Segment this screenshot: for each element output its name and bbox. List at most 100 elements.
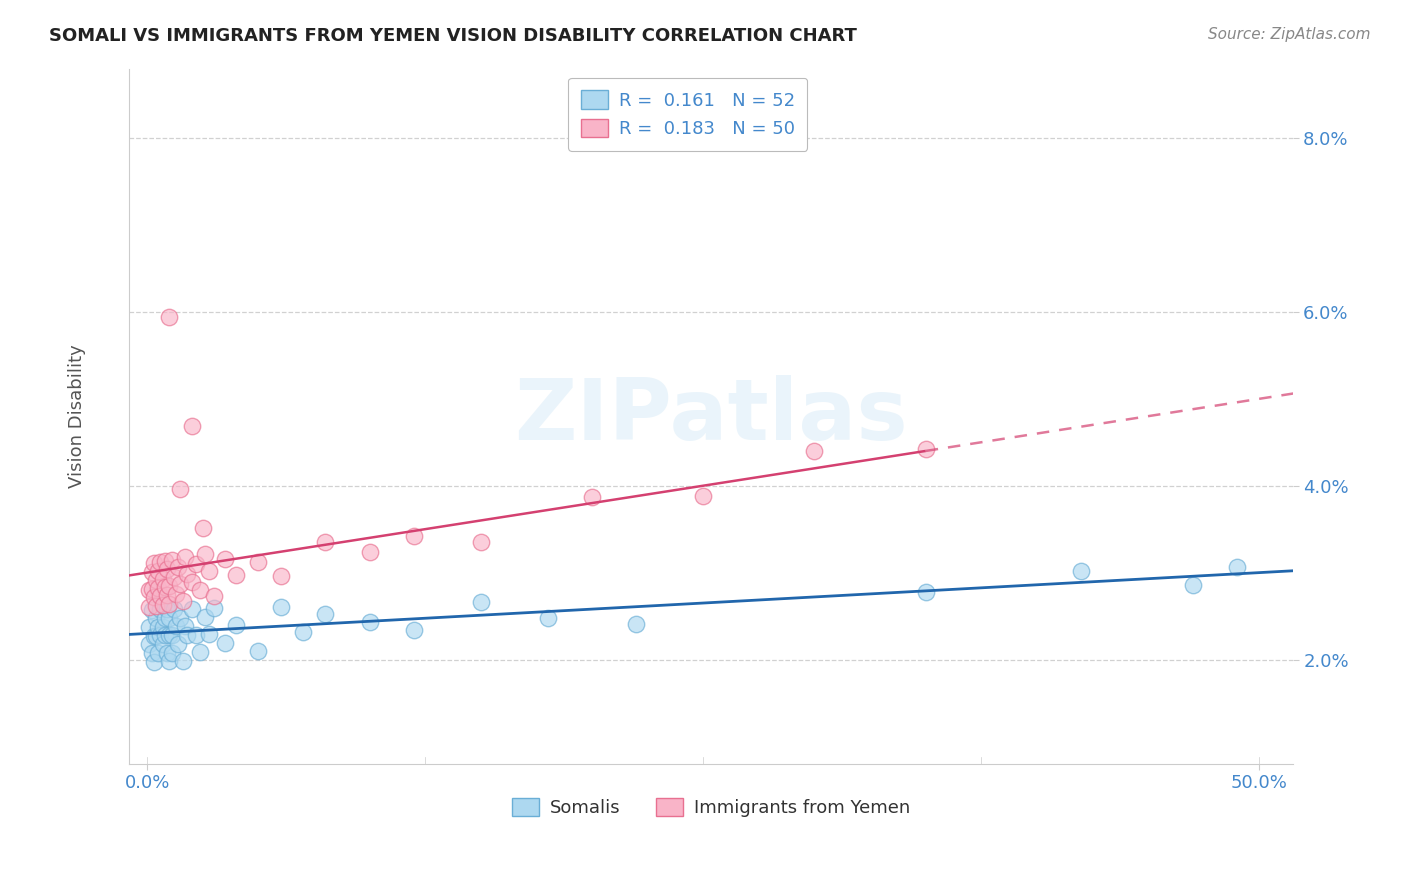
Point bbox=[141, 646, 163, 660]
Point bbox=[190, 582, 212, 597]
Point bbox=[148, 564, 170, 578]
Point bbox=[148, 646, 170, 660]
Point bbox=[174, 619, 197, 633]
Point bbox=[145, 629, 167, 643]
Point bbox=[152, 620, 174, 634]
Point bbox=[148, 620, 170, 634]
Point bbox=[1181, 578, 1204, 592]
Point bbox=[214, 635, 236, 649]
Point bbox=[142, 556, 165, 570]
Point bbox=[180, 575, 202, 590]
Point bbox=[165, 619, 187, 633]
Point bbox=[247, 643, 270, 657]
Point bbox=[803, 443, 825, 458]
Point bbox=[470, 535, 492, 549]
Point bbox=[149, 590, 172, 604]
Text: ZIPatlas: ZIPatlas bbox=[515, 375, 908, 458]
Point bbox=[202, 601, 225, 615]
Point bbox=[145, 599, 167, 613]
Point bbox=[169, 577, 191, 591]
Point bbox=[157, 654, 180, 668]
Point bbox=[157, 611, 180, 625]
Point bbox=[152, 637, 174, 651]
Point bbox=[180, 601, 202, 615]
Point bbox=[180, 418, 202, 433]
Text: Source: ZipAtlas.com: Source: ZipAtlas.com bbox=[1208, 27, 1371, 42]
Point bbox=[198, 627, 221, 641]
Point bbox=[153, 628, 176, 642]
Point bbox=[202, 589, 225, 603]
Point bbox=[149, 555, 172, 569]
Point bbox=[194, 610, 217, 624]
Point bbox=[152, 572, 174, 586]
Point bbox=[359, 545, 381, 559]
Point bbox=[142, 655, 165, 669]
Point bbox=[160, 628, 183, 642]
Point bbox=[402, 623, 425, 637]
Point bbox=[359, 615, 381, 629]
Point bbox=[138, 637, 160, 651]
Point bbox=[153, 611, 176, 625]
Point bbox=[157, 310, 180, 324]
Point bbox=[402, 529, 425, 543]
Point bbox=[184, 628, 207, 642]
Point bbox=[145, 573, 167, 587]
Point bbox=[291, 625, 314, 640]
Point bbox=[176, 567, 198, 582]
Point bbox=[225, 567, 247, 582]
Point bbox=[157, 628, 180, 642]
Point bbox=[172, 654, 194, 668]
Point bbox=[157, 597, 180, 611]
Point bbox=[626, 617, 648, 632]
Point bbox=[156, 588, 179, 602]
Point bbox=[160, 646, 183, 660]
Point bbox=[581, 490, 603, 504]
Point bbox=[314, 607, 336, 622]
Point bbox=[157, 579, 180, 593]
Point bbox=[184, 558, 207, 572]
Point bbox=[914, 584, 936, 599]
Point bbox=[169, 482, 191, 496]
Point bbox=[914, 442, 936, 456]
Point bbox=[138, 599, 160, 614]
Point bbox=[270, 599, 292, 614]
Point bbox=[148, 585, 170, 599]
Point bbox=[270, 569, 292, 583]
Point bbox=[176, 628, 198, 642]
Point bbox=[214, 552, 236, 566]
Text: Vision Disability: Vision Disability bbox=[67, 344, 86, 488]
Point bbox=[692, 489, 714, 503]
Text: SOMALI VS IMMIGRANTS FROM YEMEN VISION DISABILITY CORRELATION CHART: SOMALI VS IMMIGRANTS FROM YEMEN VISION D… bbox=[49, 27, 858, 45]
Point bbox=[149, 602, 172, 616]
Point bbox=[145, 611, 167, 625]
Point bbox=[148, 581, 170, 595]
Point bbox=[190, 645, 212, 659]
Point bbox=[225, 618, 247, 632]
Point bbox=[152, 598, 174, 612]
Point bbox=[198, 564, 221, 578]
Point bbox=[153, 580, 176, 594]
Point bbox=[141, 565, 163, 579]
Point bbox=[167, 560, 190, 574]
Point bbox=[156, 562, 179, 576]
Point bbox=[174, 550, 197, 565]
Point bbox=[247, 555, 270, 569]
Point bbox=[194, 547, 217, 561]
Point bbox=[141, 582, 163, 596]
Point bbox=[138, 620, 160, 634]
Point bbox=[142, 591, 165, 605]
Point bbox=[191, 521, 214, 535]
Point bbox=[1226, 559, 1249, 574]
Point bbox=[153, 554, 176, 568]
Point bbox=[138, 582, 160, 597]
Point bbox=[1070, 564, 1092, 578]
Point bbox=[149, 628, 172, 642]
Point bbox=[536, 611, 558, 625]
Point bbox=[156, 602, 179, 616]
Point bbox=[314, 535, 336, 549]
Point bbox=[163, 570, 186, 584]
Legend: Somalis, Immigrants from Yemen: Somalis, Immigrants from Yemen bbox=[505, 790, 918, 824]
Point bbox=[172, 594, 194, 608]
Point bbox=[142, 629, 165, 643]
Point bbox=[160, 552, 183, 566]
